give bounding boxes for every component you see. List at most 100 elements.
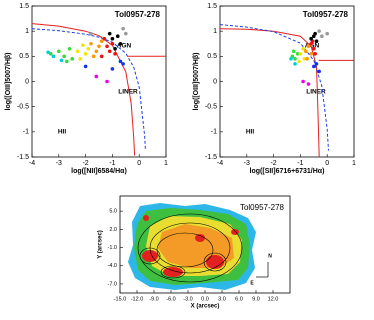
data-point — [305, 57, 309, 61]
x-tick-label: 1 — [164, 160, 168, 167]
data-point — [317, 29, 321, 33]
chart-title: Tol0957-278 — [115, 10, 161, 19]
data-point — [317, 69, 321, 74]
data-point — [118, 59, 123, 64]
plot-frame — [219, 5, 355, 158]
data-point — [312, 64, 316, 69]
y-tick-label: -1.5 — [205, 154, 217, 161]
data-point — [118, 41, 123, 46]
data-point — [107, 31, 112, 36]
data-point — [121, 62, 125, 66]
data-point — [320, 34, 324, 38]
x-tick-label: -2 — [82, 160, 88, 167]
x-tick-label: 0.0 — [201, 296, 209, 302]
data-point — [51, 54, 56, 59]
data-point — [302, 57, 307, 61]
y-tick-label: 2.0 — [109, 227, 117, 233]
x-tick-label: -4 — [29, 160, 35, 167]
plot-area — [32, 23, 166, 156]
data-point — [107, 49, 112, 54]
annotation: LINER — [118, 89, 138, 96]
data-point — [46, 50, 50, 55]
y-axis-label: log([OIII]5007/Hβ) — [5, 53, 12, 111]
y-tick-label: 5.0 — [109, 209, 117, 215]
data-point — [59, 58, 64, 63]
plot-frame — [119, 195, 291, 294]
y-tick-label: -0.5 — [205, 104, 217, 111]
x-tick-label: 0 — [325, 160, 329, 167]
data-point — [105, 79, 109, 84]
y-tick-label: 1 — [213, 28, 217, 35]
data-point — [314, 39, 319, 44]
annotation: E — [250, 280, 254, 286]
data-point — [78, 57, 83, 61]
y-tick-label: -1.5 — [17, 154, 29, 161]
y-tick-label: -7.0 — [108, 281, 117, 287]
data-point — [289, 57, 293, 61]
boundary-line — [220, 28, 320, 157]
annotation: AGN — [117, 43, 132, 50]
chart-title: Tol0957-278 — [240, 203, 285, 212]
data-point — [306, 82, 311, 86]
data-point — [83, 52, 88, 56]
y-tick-label: 1.5 — [19, 3, 29, 10]
data-point — [86, 46, 91, 51]
x-tick-label: -3 — [244, 160, 250, 167]
data-point — [325, 31, 330, 36]
annotation: HII — [58, 129, 67, 136]
x-tick-label: -6.0 — [166, 296, 175, 302]
y-tick-label: 0 — [25, 78, 29, 85]
data-point — [124, 31, 128, 36]
x-tick-label: 3.0 — [218, 296, 226, 302]
data-point — [91, 54, 96, 59]
data-point — [297, 59, 301, 64]
y-tick-label: 1 — [25, 28, 29, 35]
x-tick-label: 9.0 — [252, 296, 260, 302]
x-tick-label: -3 — [56, 160, 62, 167]
y-axis-label: log([OIII]5007/Hβ) — [193, 53, 200, 111]
x-axis-label: log([NII]6584/Hα) — [71, 168, 127, 175]
annotation: N — [268, 253, 272, 259]
y-tick-label: 0.5 — [19, 53, 29, 60]
data-point — [306, 44, 311, 49]
data-point — [65, 59, 69, 64]
data-point — [81, 43, 85, 48]
data-point — [110, 36, 115, 41]
data-point — [57, 49, 61, 54]
data-point — [83, 64, 88, 69]
y-tick-label: 0.5 — [207, 53, 217, 60]
data-point — [313, 31, 317, 36]
x-tick-label: -15.0 — [114, 296, 127, 302]
data-point — [99, 39, 104, 44]
data-point — [89, 41, 93, 46]
y-tick-label: 1.5 — [207, 3, 217, 10]
data-point — [105, 44, 109, 49]
map-image — [128, 203, 269, 290]
data-point — [313, 52, 317, 56]
y-tick-label: -0.5 — [17, 104, 29, 111]
y-tick-label: -1 — [23, 129, 29, 136]
data-point — [301, 79, 305, 84]
data-point — [115, 34, 120, 38]
data-point — [312, 46, 316, 51]
data-point — [48, 52, 53, 56]
data-point — [89, 31, 93, 36]
data-point — [293, 62, 297, 66]
x-tick-label: -1 — [109, 160, 115, 167]
data-point — [62, 54, 66, 59]
data-point — [75, 49, 80, 54]
data-point — [291, 49, 296, 54]
plot-frame — [31, 5, 167, 158]
y-axis-label: Y (arcsec) — [98, 230, 104, 259]
data-point — [70, 57, 74, 61]
x-axis-label: X (arcsec) — [191, 304, 220, 310]
x-tick-label: -4 — [217, 160, 223, 167]
data-point — [293, 57, 297, 61]
data-point — [97, 44, 101, 49]
x-tick-label: 1 — [352, 160, 356, 167]
x-tick-label: 6.0 — [235, 296, 243, 302]
data-point — [67, 46, 72, 51]
data-point — [99, 54, 104, 59]
y-tick-label: -1.0 — [108, 245, 117, 251]
boundary-line — [220, 24, 329, 151]
